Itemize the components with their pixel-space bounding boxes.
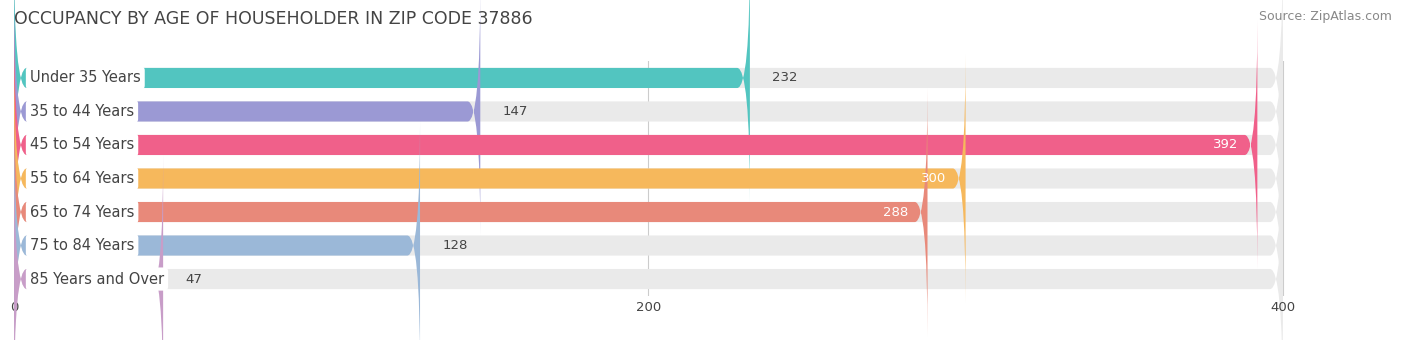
FancyBboxPatch shape (14, 21, 1257, 269)
FancyBboxPatch shape (14, 155, 163, 340)
Text: 55 to 64 Years: 55 to 64 Years (30, 171, 134, 186)
Text: Under 35 Years: Under 35 Years (30, 70, 141, 85)
FancyBboxPatch shape (14, 0, 749, 202)
Text: 47: 47 (186, 273, 202, 286)
FancyBboxPatch shape (14, 88, 1282, 336)
FancyBboxPatch shape (14, 0, 1282, 236)
FancyBboxPatch shape (14, 54, 966, 303)
Text: 232: 232 (772, 71, 797, 84)
Text: 128: 128 (443, 239, 468, 252)
FancyBboxPatch shape (14, 155, 1282, 340)
Text: 75 to 84 Years: 75 to 84 Years (30, 238, 135, 253)
Text: 392: 392 (1213, 138, 1239, 152)
Text: 300: 300 (921, 172, 946, 185)
FancyBboxPatch shape (14, 88, 928, 336)
FancyBboxPatch shape (14, 21, 1282, 269)
Text: 288: 288 (883, 205, 908, 219)
Text: 65 to 74 Years: 65 to 74 Years (30, 205, 135, 220)
FancyBboxPatch shape (14, 54, 1282, 303)
FancyBboxPatch shape (14, 121, 420, 340)
Text: 35 to 44 Years: 35 to 44 Years (30, 104, 134, 119)
Text: OCCUPANCY BY AGE OF HOUSEHOLDER IN ZIP CODE 37886: OCCUPANCY BY AGE OF HOUSEHOLDER IN ZIP C… (14, 10, 533, 28)
FancyBboxPatch shape (14, 0, 481, 236)
Text: Source: ZipAtlas.com: Source: ZipAtlas.com (1258, 10, 1392, 23)
Text: 85 Years and Over: 85 Years and Over (30, 272, 165, 287)
FancyBboxPatch shape (14, 0, 1282, 202)
Text: 147: 147 (502, 105, 527, 118)
FancyBboxPatch shape (14, 121, 1282, 340)
Text: 45 to 54 Years: 45 to 54 Years (30, 137, 134, 152)
